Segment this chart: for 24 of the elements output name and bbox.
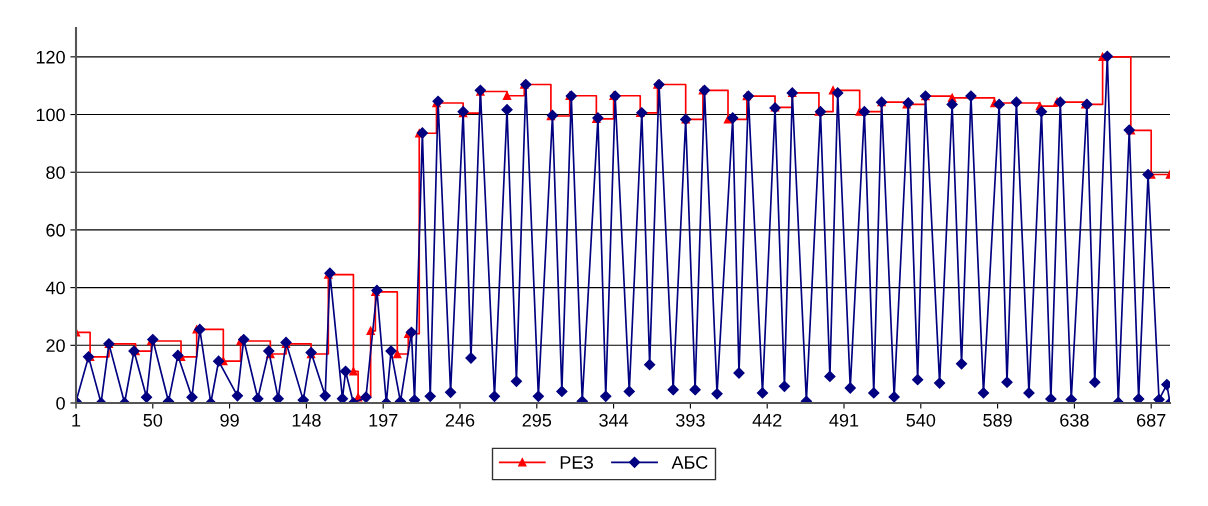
y-tick-label: 0 [56, 396, 65, 410]
y-tick-label: 120 [36, 50, 65, 64]
x-tick-label: 491 [829, 413, 859, 427]
x-tick-label: 638 [1060, 413, 1089, 427]
y-tick-label: 40 [45, 281, 65, 295]
x-tick-label: 540 [906, 413, 936, 427]
y-tick-label: 80 [46, 166, 65, 179]
x-tick-label: 1 [72, 414, 81, 427]
legend-label: РЕЗ [560, 456, 594, 469]
x-tick-label: 393 [676, 413, 705, 427]
x-tick-label: 589 [983, 413, 1012, 427]
y-tick-label: 60 [46, 223, 65, 237]
x-tick-label: 344 [599, 413, 629, 427]
x-tick-label: 99 [220, 413, 239, 427]
x-tick-label: 148 [292, 413, 321, 427]
x-tick-label: 442 [752, 413, 782, 427]
y-tick-label: 100 [36, 108, 65, 122]
legend-label: АБС [671, 456, 708, 469]
x-tick-label: 50 [143, 413, 163, 427]
x-tick-label: 295 [522, 413, 552, 427]
x-tick-label: 687 [1137, 413, 1166, 427]
x-tick-label: 246 [445, 413, 475, 427]
y-tick-label: 20 [46, 339, 65, 353]
x-tick-label: 197 [369, 413, 398, 427]
